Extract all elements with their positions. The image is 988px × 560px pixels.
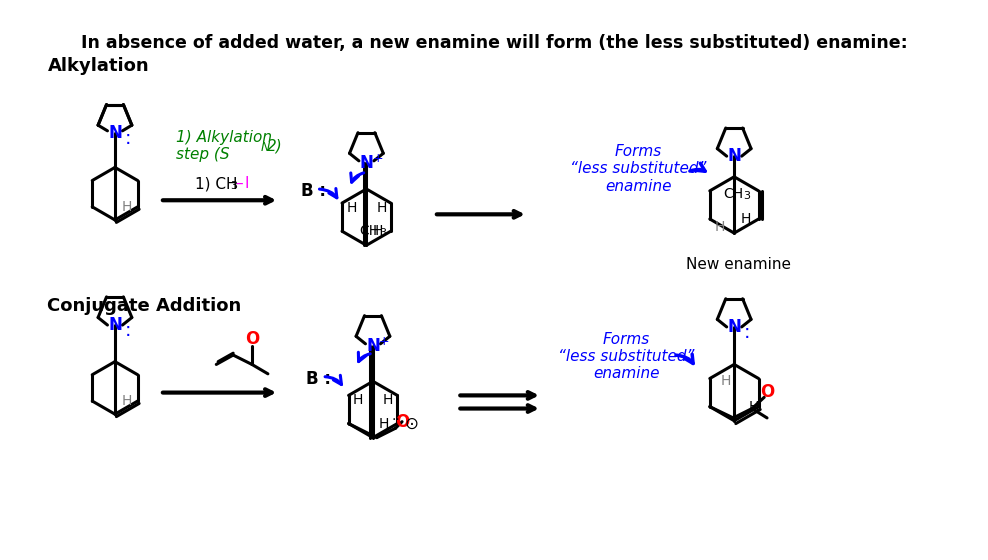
Text: New enamine: New enamine — [687, 256, 791, 272]
Text: ⊙: ⊙ — [404, 414, 418, 432]
Text: N: N — [261, 141, 270, 154]
Text: O: O — [395, 413, 409, 431]
Text: :: : — [744, 323, 751, 342]
Text: N: N — [727, 318, 741, 336]
Text: H: H — [376, 200, 386, 214]
Text: 3: 3 — [744, 190, 751, 200]
Text: Forms
“less substituted”
enamine: Forms “less substituted” enamine — [570, 144, 706, 194]
Text: H: H — [721, 374, 731, 388]
Text: H: H — [372, 224, 382, 238]
Text: I: I — [244, 176, 249, 191]
Text: –: – — [235, 176, 243, 191]
Text: O: O — [760, 382, 775, 400]
Text: H: H — [740, 212, 751, 226]
Text: Alkylation: Alkylation — [47, 57, 149, 74]
Text: N: N — [108, 124, 122, 142]
Text: H: H — [353, 393, 364, 407]
Text: 3: 3 — [379, 228, 386, 238]
Text: H: H — [382, 393, 393, 407]
Text: H: H — [122, 394, 131, 408]
Text: H: H — [122, 200, 131, 214]
Text: 3: 3 — [230, 181, 237, 191]
Text: B :: B : — [306, 370, 331, 388]
Text: ..: .. — [391, 409, 400, 423]
Text: 1) CH: 1) CH — [195, 177, 237, 192]
Text: O: O — [245, 330, 259, 348]
Text: CH: CH — [359, 224, 379, 238]
Text: :: : — [124, 129, 131, 148]
Text: B :: B : — [300, 182, 326, 200]
Text: +: + — [372, 152, 383, 165]
Text: In absence of added water, a new enamine will form (the less substituted) enamin: In absence of added water, a new enamine… — [81, 34, 907, 52]
Text: +: + — [379, 335, 389, 348]
Text: 2): 2) — [267, 138, 283, 153]
Text: CH: CH — [723, 186, 743, 200]
Text: N: N — [360, 154, 373, 172]
Text: H: H — [749, 400, 759, 414]
Text: 1) Alkylation
step (S: 1) Alkylation step (S — [176, 130, 272, 162]
Text: Conjugate Addition: Conjugate Addition — [47, 297, 242, 315]
Text: N: N — [108, 316, 122, 334]
Text: :: : — [124, 321, 131, 340]
Text: Forms
“less substituted”
enamine: Forms “less substituted” enamine — [558, 332, 695, 381]
Text: N: N — [366, 337, 380, 354]
Text: H: H — [714, 220, 725, 234]
Text: N: N — [727, 147, 741, 165]
Text: H: H — [346, 200, 357, 214]
Text: H: H — [379, 417, 389, 431]
